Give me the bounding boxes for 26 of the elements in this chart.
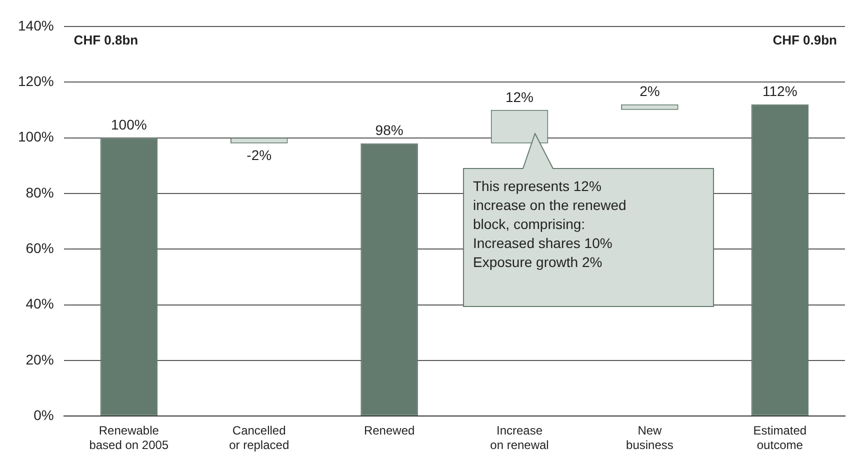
- annotation: CHF 0.8bn: [74, 32, 138, 48]
- bar: [360, 143, 418, 416]
- y-tick-label: 120%: [18, 72, 54, 89]
- x-tick-label: New business: [626, 424, 674, 452]
- data-label: 98%: [375, 122, 404, 138]
- y-tick-label: 100%: [18, 128, 54, 145]
- y-tick-label: 40%: [26, 296, 54, 312]
- x-tick-label: Cancelled or replaced: [229, 424, 290, 452]
- y-tick-label: 140%: [18, 17, 54, 34]
- data-label: 12%: [505, 88, 534, 105]
- y-tick-label: 80%: [26, 184, 54, 200]
- x-tick-label: Increase on renewal: [490, 424, 549, 452]
- x-tick-label: Estimated outcome: [753, 424, 807, 452]
- annotation: CHF 0.9bn: [772, 32, 838, 48]
- bar: [751, 104, 809, 416]
- y-tick-label: 60%: [26, 240, 54, 256]
- data-label: -2%: [246, 147, 272, 164]
- y-tick-label: 20%: [26, 351, 54, 368]
- y-tick-label: 0%: [34, 407, 54, 424]
- data-label: 112%: [762, 83, 798, 100]
- x-tick-label: Renewed: [364, 424, 415, 438]
- data-label: 2%: [640, 83, 660, 100]
- data-label: 100%: [111, 116, 147, 133]
- annotation: This represents 12% increase on the renewed block, comprising: Increased shares 10% Exposure growth 2%: [473, 177, 626, 272]
- bar: [100, 138, 158, 416]
- x-tick-label: Renewable based on 2005: [89, 424, 169, 452]
